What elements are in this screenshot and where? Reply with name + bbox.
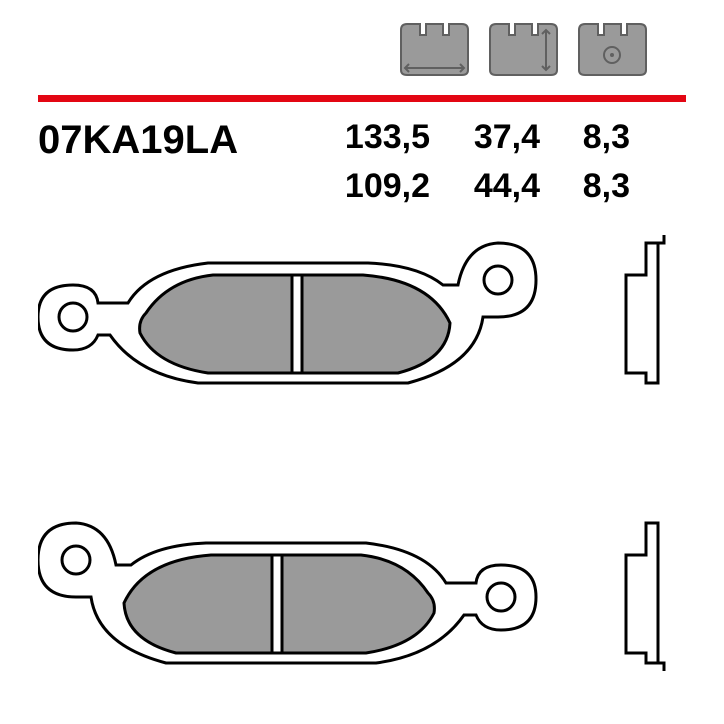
dimension-icons bbox=[397, 20, 650, 80]
product-code: 07KA19LA bbox=[38, 118, 238, 163]
dim-thickness-2: 8,3 bbox=[540, 167, 630, 206]
pad-top-side bbox=[626, 235, 664, 383]
dim-icon-length bbox=[397, 20, 472, 80]
dim-length-1: 133,5 bbox=[310, 118, 430, 157]
pad-bottom-side bbox=[626, 523, 664, 671]
separator-line bbox=[38, 95, 686, 102]
dim-height-2: 44,4 bbox=[430, 167, 540, 206]
dim-thickness-1: 8,3 bbox=[540, 118, 630, 157]
brake-pad-diagram bbox=[38, 225, 686, 695]
dim-length-2: 109,2 bbox=[310, 167, 430, 206]
dim-row-2: 109,2 44,4 8,3 bbox=[310, 167, 630, 206]
dim-icon-thickness bbox=[575, 20, 650, 80]
dimension-table: 133,5 37,4 8,3 109,2 44,4 8,3 bbox=[310, 118, 630, 206]
pad-top bbox=[38, 243, 536, 383]
dim-height-1: 37,4 bbox=[430, 118, 540, 157]
dim-icon-height bbox=[486, 20, 561, 80]
diagram-area bbox=[38, 225, 686, 695]
dim-row-1: 133,5 37,4 8,3 bbox=[310, 118, 630, 157]
pad-bottom bbox=[38, 523, 536, 663]
